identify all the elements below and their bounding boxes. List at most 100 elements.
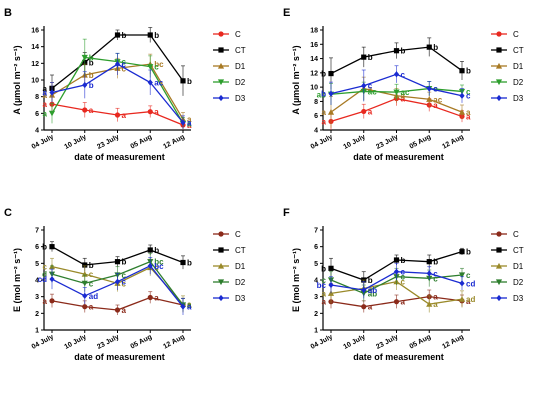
significance-letter: a: [322, 117, 327, 126]
x-tick-label: 23 July: [375, 134, 399, 151]
x-tick-label: 23 July: [96, 134, 120, 151]
data-point: [147, 32, 153, 38]
legend-marker: [496, 31, 502, 37]
significance-letter: c: [89, 279, 94, 288]
legend-marker: [218, 294, 224, 302]
data-point: [426, 96, 433, 102]
data-point: [393, 48, 400, 54]
significance-letter: a: [466, 297, 471, 306]
x-tick-label: 04 July: [31, 334, 55, 351]
significance-letter: a: [187, 300, 192, 309]
x-tick-label: 23 July: [375, 334, 399, 351]
panel-letter: F: [283, 207, 290, 219]
legend-marker: [495, 62, 503, 69]
significance-letter: a: [154, 294, 159, 303]
y-tick-label: 2: [35, 311, 39, 318]
y-tick-label: 14: [310, 56, 318, 63]
y-axis-title: E (mol m⁻² s⁻¹): [291, 248, 301, 312]
x-tick-label: 05 Aug: [409, 334, 433, 351]
y-tick-label: 3: [314, 294, 318, 301]
significance-letter: a: [43, 84, 48, 93]
y-tick-label: 16: [310, 42, 318, 49]
x-tick-label: 05 Aug: [130, 134, 154, 151]
significance-letter: c: [401, 268, 406, 277]
legend-label: D2: [235, 78, 246, 87]
x-tick-label: 04 July: [310, 334, 334, 351]
significance-letter: a: [122, 306, 127, 315]
significance-letter: a: [322, 289, 327, 298]
significance-letter: c: [89, 270, 94, 279]
significance-letter: d: [42, 270, 47, 279]
panel-e: E 4 6 8 10 12 14 16 18 04 July 10 July 23 July 05 Au…: [283, 7, 524, 162]
significance-letter: bc: [154, 262, 164, 271]
data-point: [361, 286, 367, 294]
data-point: [114, 32, 121, 38]
y-tick-label: 2: [314, 311, 318, 318]
significance-letter: a: [466, 108, 471, 117]
data-point: [328, 281, 334, 289]
significance-letter: ac: [368, 87, 377, 96]
data-point: [327, 109, 335, 115]
legend-label: C: [235, 230, 241, 239]
x-tick-label: 12 Aug: [162, 134, 186, 151]
significance-letter: bc: [154, 60, 164, 69]
legend-marker: [495, 262, 503, 269]
significance-letter: bc: [317, 281, 327, 290]
legend-marker: [496, 47, 502, 53]
y-tick-label: 8: [35, 94, 39, 101]
significance-letter: a: [433, 101, 438, 110]
y-tick-label: 14: [31, 44, 39, 51]
significance-letter: a: [187, 119, 192, 128]
y-tick-label: 6: [35, 244, 39, 251]
data-point: [458, 272, 466, 279]
x-tick-label: 10 July: [342, 134, 366, 151]
x-tick-label: 12 Aug: [162, 334, 186, 351]
y-tick-label: 1: [35, 328, 39, 335]
significance-letter: a: [89, 303, 94, 312]
data-point: [426, 270, 432, 277]
data-point: [114, 259, 121, 265]
significance-letter: c: [122, 271, 127, 280]
data-point: [426, 44, 432, 50]
significance-letter: ac: [433, 95, 442, 104]
legend-label: D2: [513, 278, 524, 287]
legend-label: C: [235, 30, 241, 39]
y-axis-title: A (µmol m⁻² s⁻¹): [291, 45, 301, 114]
legend-marker: [217, 62, 225, 69]
significance-letter: c: [401, 278, 406, 287]
x-tick-label: 05 Aug: [409, 134, 433, 151]
legend-label: CT: [235, 46, 246, 55]
legend-label: D3: [235, 294, 246, 303]
significance-letter: b: [89, 71, 94, 80]
data-point: [328, 70, 334, 77]
significance-letter: c: [401, 70, 406, 79]
legend: C CT D1 D2 D3: [213, 230, 246, 303]
significance-letter: c: [466, 92, 471, 101]
legend-marker: [217, 262, 225, 269]
data-point: [361, 54, 367, 60]
significance-letter: c: [122, 278, 127, 287]
panel-b: B 4 6 8 10 12 14 16 04 July 10 July 23 July 05 Aug 1…: [4, 7, 246, 162]
data-point: [147, 64, 154, 70]
significance-letter: b: [89, 54, 94, 63]
x-axis-title: date of measurement: [353, 352, 444, 362]
legend-label: CT: [513, 246, 524, 255]
significance-letter: ab: [368, 286, 377, 295]
significance-letter: c: [43, 263, 48, 272]
x-tick-label: 04 July: [31, 134, 55, 151]
y-axis-title: A (µmol m⁻² s⁻¹): [12, 45, 22, 114]
legend-marker: [496, 247, 502, 253]
legend-marker: [218, 31, 224, 37]
legend-label: D2: [235, 278, 246, 287]
significance-letter: c: [122, 58, 127, 67]
significance-letter: c: [433, 269, 438, 278]
significance-letter: b: [433, 43, 438, 52]
legend-label: CT: [513, 46, 524, 55]
panel-letter: E: [283, 7, 290, 19]
data-point: [459, 249, 465, 255]
